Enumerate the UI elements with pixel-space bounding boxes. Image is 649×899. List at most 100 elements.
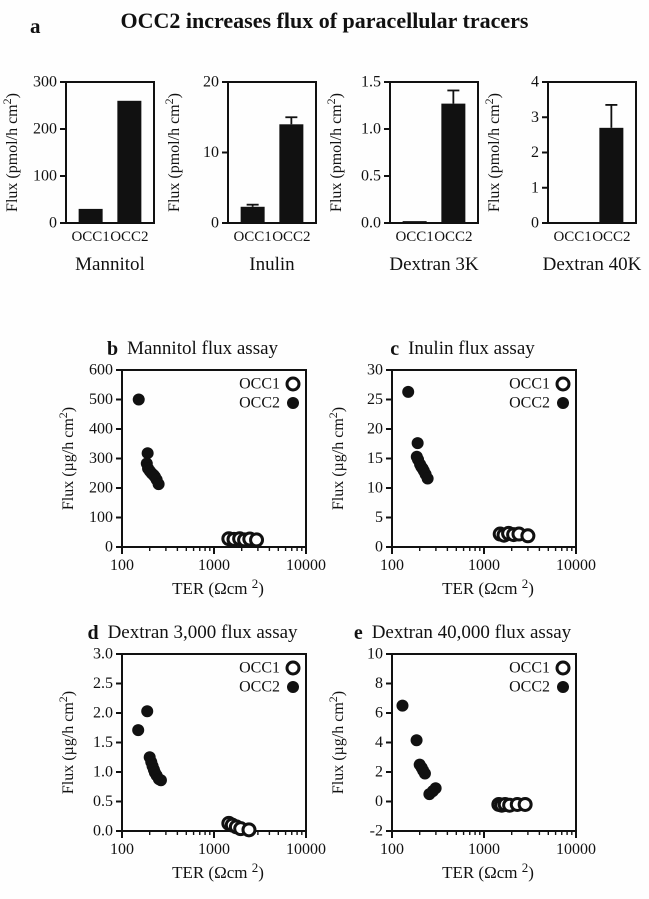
panel-e-title: Dextran 40,000 flux assay: [371, 622, 572, 643]
y-tick-label: 600: [89, 362, 113, 379]
y-tick-label: 2.5: [93, 675, 113, 692]
point-occ2: [396, 699, 409, 712]
point-occ2: [421, 472, 434, 485]
legend-marker-filled: [287, 397, 299, 409]
bar-chart-dextran-40k-svg: 0 1 2 3 4 Flux (pmol/h cm2) OCC1 OCC2 Dextran 40…: [482, 74, 642, 276]
bar-chart-group: 0 10 20 Flux (pmol/h cm2) OCC1 OCC2 Inulin: [162, 74, 317, 275]
y-tick-label: 4: [375, 734, 383, 751]
bar-chart-group: 0 1 2 3 4 Flux (pmol/h cm2) OCC1 OCC2 Dextran 40…: [482, 74, 642, 276]
legend-label-occ1: OCC1: [509, 376, 550, 393]
point-occ1: [249, 532, 265, 548]
legend-marker-open: [285, 376, 301, 392]
panel-c-title-row: c Inulin flux assay: [330, 336, 595, 362]
bar-OCC1: [402, 221, 427, 223]
y-tick-label: 2: [375, 764, 383, 781]
x-tick-label: OCC2: [434, 229, 472, 245]
scatter-panel-c: c Inulin flux assay 0 5 10 15 20 25 30 100 1000 1…: [326, 336, 596, 614]
point-occ1: [520, 528, 536, 544]
legend-marker-filled: [287, 681, 299, 693]
scatter-panel-b: b Mannitol flux assay 0 100 200 300 400 500 60…: [56, 336, 326, 614]
bar-chart-dextran-40k: 0 1 2 3 4 Flux (pmol/h cm2) OCC1 OCC2 Dextran 40…: [482, 66, 646, 301]
y-tick-label: 15: [367, 450, 383, 467]
point-occ2: [429, 782, 442, 795]
scatter-panel-c-svg: 0 5 10 15 20 25 30 100 1000 10000 Flux (µg/h cm2) T…: [326, 362, 596, 599]
y-tick-label: 1.0: [93, 764, 113, 781]
y-tick-label: 10: [367, 646, 383, 663]
y-tick-label: -2: [370, 823, 383, 840]
x-tick-label: 10000: [286, 557, 326, 574]
bar-chart-mannitol: 0 100 200 300 Flux (pmol/h cm2) OCC1 OCC2 Manni…: [0, 66, 164, 301]
x-axis-label: TER (Ωcm 2): [172, 576, 264, 598]
point-occ2: [132, 724, 145, 737]
bar-chart-title: Dextran 3K: [389, 254, 478, 275]
panel-d-letter: d: [87, 622, 99, 644]
series-occ2: [132, 705, 167, 787]
scatter-panel-d: d Dextran 3,000 flux assay 0.0 0.5 1.0 1.5 2…: [56, 620, 326, 898]
y-axis-label: Flux (pmol/h cm2): [324, 93, 345, 212]
series-occ2: [402, 385, 434, 485]
x-tick-label: 100: [380, 557, 404, 574]
y-tick-label: 30: [367, 362, 383, 379]
legend-label-occ2: OCC2: [239, 395, 280, 412]
scatter-chart-group: 0.0 0.5 1.0 1.5 2.0 2.5 3.0 100 1000 10000 Flux (µ…: [56, 646, 326, 883]
x-tick-label: 1000: [468, 557, 500, 574]
y-tick-label: 4: [531, 74, 539, 91]
scatter-chart-group: 0 5 10 15 20 25 30 100 1000 10000 Flux (µg/h cm2) T…: [326, 362, 596, 599]
y-tick-label: 2.0: [93, 705, 113, 722]
scatter-chart-group: -2 0 2 4 6 8 10 100 1000 10000 Flux (µg/h cm2) TER …: [326, 646, 596, 883]
series-occ1: [221, 815, 257, 838]
y-tick-label: 1.0: [361, 121, 381, 138]
point-occ2: [141, 705, 154, 718]
plot-frame: [389, 81, 479, 224]
legend-marker-open: [555, 376, 571, 392]
scatter-panel-e: e Dextran 40,000 flux assay -2 0 2 4 6 8 10 100…: [326, 620, 596, 898]
point-occ1: [517, 796, 533, 812]
legend-label-occ2: OCC2: [509, 395, 550, 412]
y-tick-label: 100: [33, 168, 57, 185]
y-tick-label: 0.0: [361, 215, 381, 232]
legend-label-occ2: OCC2: [239, 679, 280, 696]
y-tick-label: 3: [531, 109, 539, 126]
legend-marker-filled: [557, 397, 569, 409]
y-tick-label: 0: [49, 215, 57, 232]
point-occ2: [411, 437, 424, 450]
bar-chart-title: Inulin: [249, 254, 295, 275]
legend-label-occ2: OCC2: [509, 679, 550, 696]
panel-e-letter: e: [353, 622, 363, 644]
x-axis-label: TER (Ωcm 2): [442, 860, 534, 882]
y-tick-label: 300: [89, 450, 113, 467]
point-occ2: [410, 734, 423, 747]
y-axis-label: Flux (µg/h cm2): [56, 407, 77, 510]
x-tick-label: 100: [380, 841, 404, 858]
bar-chart-group: 0 100 200 300 Flux (pmol/h cm2) OCC1 OCC2 Manni…: [0, 74, 155, 275]
plot-frame: [65, 81, 155, 224]
y-axis-label: Flux (µg/h cm2): [56, 691, 77, 794]
x-tick-label: 100: [110, 557, 134, 574]
bar-chart-inulin: 0 10 20 Flux (pmol/h cm2) OCC1 OCC2 Inulin: [162, 66, 326, 301]
bar-OCC2: [279, 124, 304, 223]
bar-chart-group: 0.0 0.5 1.0 1.5 Flux (pmol/h cm2) OCC1 OCC2 Dex…: [324, 74, 479, 275]
y-tick-label: 1.5: [93, 734, 113, 751]
legend-label-occ1: OCC1: [509, 660, 550, 677]
bar-chart-dextran-3k-svg: 0.0 0.5 1.0 1.5 Flux (pmol/h cm2) OCC1 OCC2 Dex…: [324, 74, 479, 275]
x-tick-label: OCC1: [553, 229, 591, 245]
x-tick-label: OCC1: [395, 229, 433, 245]
panel-d-title-row: d Dextran 3,000 flux assay: [60, 620, 325, 646]
series-occ1: [492, 525, 536, 544]
bar-chart-title: Mannitol: [75, 254, 145, 275]
y-tick-label: 20: [367, 421, 383, 438]
bar-chart-title: Dextran 40K: [543, 254, 642, 275]
panel-c-letter: c: [390, 338, 400, 360]
y-axis-label: Flux (pmol/h cm2): [162, 93, 183, 212]
series-occ1: [491, 796, 533, 813]
panel-b-title: Mannitol flux assay: [127, 338, 279, 359]
bar-OCC2: [441, 103, 466, 223]
y-axis-label: Flux (pmol/h cm2): [0, 93, 21, 212]
scatter-panel-d-svg: 0.0 0.5 1.0 1.5 2.0 2.5 3.0 100 1000 10000 Flux (µ…: [56, 646, 326, 883]
x-tick-label: OCC2: [272, 229, 310, 245]
panel-e-title-row: e Dextran 40,000 flux assay: [330, 620, 595, 646]
y-tick-label: 1: [531, 179, 539, 196]
y-tick-label: 10: [367, 480, 383, 497]
